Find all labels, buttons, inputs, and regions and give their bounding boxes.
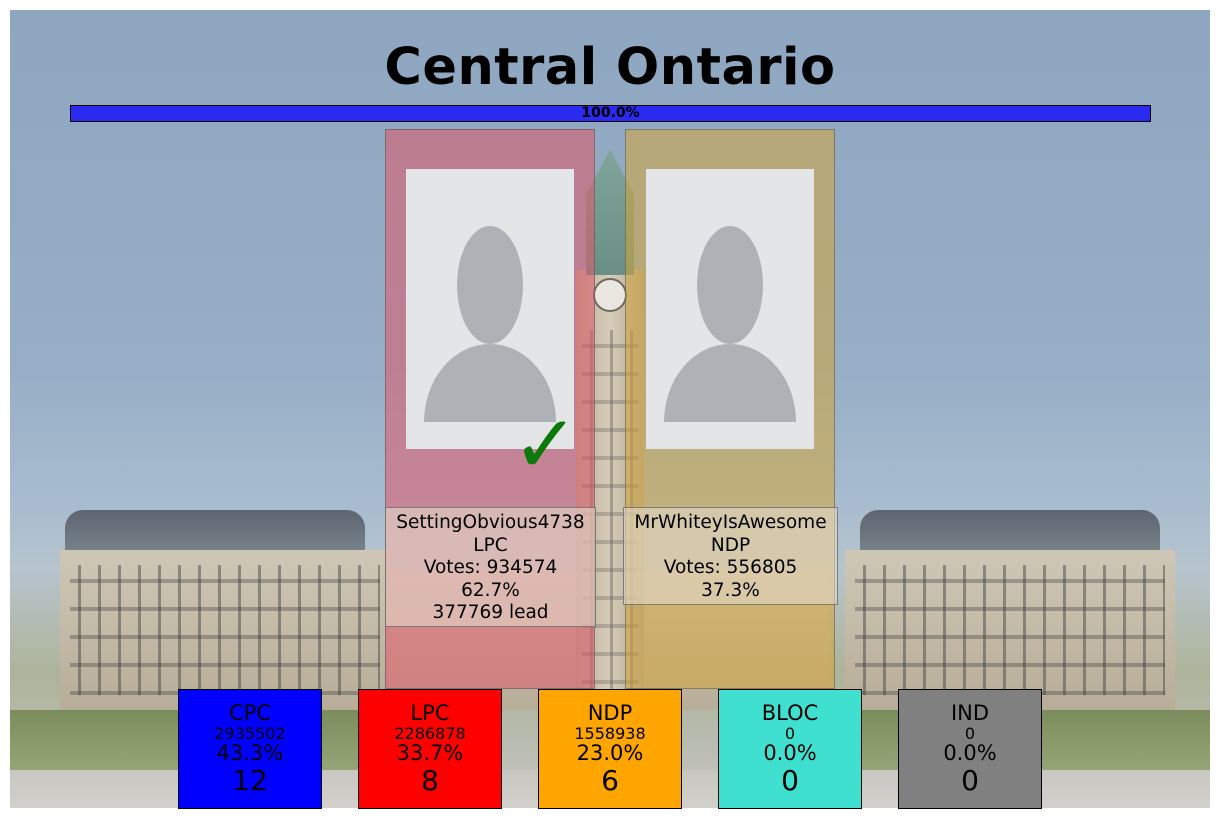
party-name: IND xyxy=(950,701,990,725)
candidate-party: NDP xyxy=(710,534,751,556)
party-percent: 33.7% xyxy=(396,741,464,765)
party-percent: 0.0% xyxy=(763,741,817,765)
progress-label: 100.0% xyxy=(581,105,640,121)
party-seats: 12 xyxy=(232,764,268,797)
person-silhouette-icon xyxy=(406,169,574,449)
candidate-votes: Votes: 934574 xyxy=(423,557,558,578)
party-percent: 23.0% xyxy=(576,741,644,765)
party-votes: 0 xyxy=(784,724,796,743)
party-name: CPC xyxy=(229,701,271,725)
candidate-lead: 377769 lead xyxy=(432,602,549,623)
party-name: NDP xyxy=(587,701,633,725)
reporting-progress-bar: 100.0% xyxy=(70,105,1151,122)
candidate-name: MrWhiteyIsAwesome xyxy=(634,512,827,533)
person-silhouette-icon xyxy=(646,169,814,449)
party-votes: 2286878 xyxy=(394,724,466,743)
candidate-percent: 37.3% xyxy=(701,579,760,601)
west-wing xyxy=(60,550,390,710)
east-windows xyxy=(855,565,1165,695)
party-name: BLOC xyxy=(761,701,819,725)
party-percent: 43.3% xyxy=(216,741,284,765)
party-seats: 0 xyxy=(781,764,799,797)
west-windows xyxy=(70,565,380,695)
party-seats: 0 xyxy=(961,764,979,797)
east-wing xyxy=(845,550,1175,710)
party-seats: 6 xyxy=(601,764,619,797)
tower-clock xyxy=(593,278,627,312)
progress-fill xyxy=(71,106,1150,121)
checkmark-icon: ✓ xyxy=(512,398,580,491)
party-box-ndp: NDP 1558938 23.0% 6 xyxy=(538,689,682,809)
party-box-cpc: CPC 2935502 43.3% 12 xyxy=(178,689,322,809)
party-box-ind: IND 0 0.0% 0 xyxy=(898,689,1042,809)
candidate-name: SettingObvious4738 xyxy=(396,512,585,533)
party-name: LPC xyxy=(410,701,450,725)
party-votes: 0 xyxy=(964,724,976,743)
party-votes: 2935502 xyxy=(214,724,286,743)
party-box-bloc: BLOC 0 0.0% 0 xyxy=(718,689,862,809)
candidate-info-ndp: MrWhiteyIsAwesome NDP Votes: 556805 37.3… xyxy=(623,507,838,605)
candidate-info-lpc: SettingObvious4738 LPC Votes: 934574 62.… xyxy=(385,507,596,627)
party-percent: 0.0% xyxy=(943,741,997,765)
candidate-votes: Votes: 556805 xyxy=(663,557,798,578)
party-box-lpc: LPC 2286878 33.7% 8 xyxy=(358,689,502,809)
party-votes: 1558938 xyxy=(574,724,646,743)
candidate-party: LPC xyxy=(473,534,508,556)
page-title: Central Ontario xyxy=(384,38,836,97)
candidate-percent: 62.7% xyxy=(461,579,520,601)
party-seats: 8 xyxy=(421,764,439,797)
